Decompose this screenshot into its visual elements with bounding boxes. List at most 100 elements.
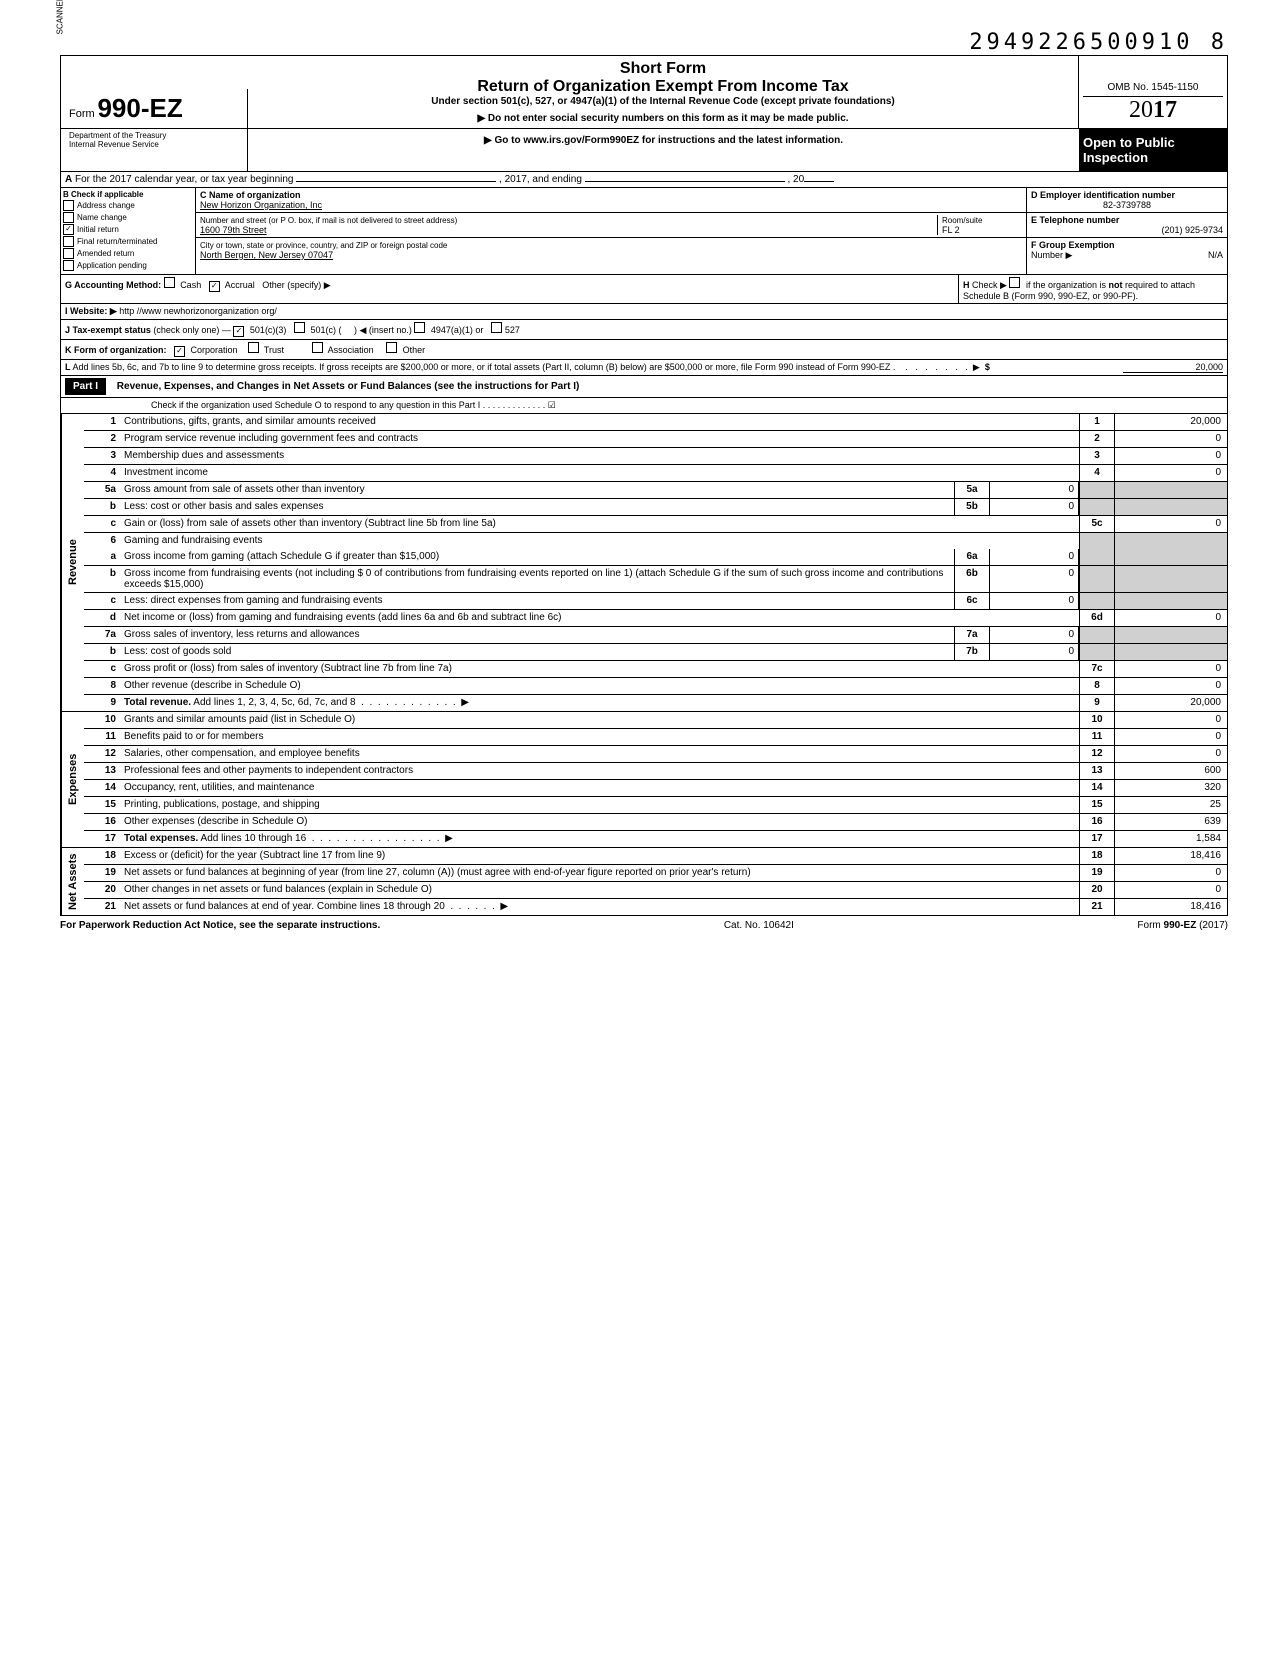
notice1: ▶ Do not enter social security numbers o… bbox=[252, 113, 1074, 124]
form-prefix: Form bbox=[69, 108, 95, 120]
line17-desc: Total expenses. bbox=[124, 833, 198, 844]
accrual: Accrual bbox=[225, 280, 255, 290]
line8-desc: Other revenue (describe in Schedule O) bbox=[120, 678, 1079, 694]
line8-val: 0 bbox=[1114, 678, 1227, 694]
form-header: Form 990-EZ Short Form Return of Organiz… bbox=[60, 55, 1228, 129]
line7b-desc: Less: cost of goods sold bbox=[120, 644, 954, 660]
line6b-val: 0 bbox=[990, 566, 1079, 592]
line10-val: 0 bbox=[1114, 712, 1227, 728]
line19-val: 0 bbox=[1114, 865, 1227, 881]
line3-val: 0 bbox=[1114, 448, 1227, 464]
footer-mid: Cat. No. 10642I bbox=[724, 920, 794, 931]
line1-val: 20,000 bbox=[1114, 414, 1227, 430]
part1-check: Check if the organization used Schedule … bbox=[60, 398, 1228, 414]
section-a: A For the 2017 calendar year, or tax yea… bbox=[60, 172, 1228, 188]
section-g-label: G Accounting Method: bbox=[65, 280, 161, 290]
section-f-label: F Group Exemption bbox=[1031, 240, 1115, 250]
line20-val: 0 bbox=[1114, 882, 1227, 898]
line6c-desc: Less: direct expenses from gaming and fu… bbox=[120, 593, 954, 609]
line7a-val: 0 bbox=[990, 627, 1079, 643]
open-public: Open to Public Inspection bbox=[1079, 129, 1227, 171]
line11-val: 0 bbox=[1114, 729, 1227, 745]
line5b-val: 0 bbox=[990, 499, 1079, 515]
subtitle: Under section 501(c), 527, or 4947(a)(1)… bbox=[252, 96, 1074, 107]
section-j: J Tax-exempt status (check only one) — ✓… bbox=[60, 320, 1228, 340]
footer-right: Form 990-EZ (2017) bbox=[1137, 920, 1228, 931]
expenses-label: Expenses bbox=[61, 712, 84, 847]
line3-desc: Membership dues and assessments bbox=[120, 448, 1079, 464]
line2-val: 0 bbox=[1114, 431, 1227, 447]
line21-val: 18,416 bbox=[1114, 899, 1227, 915]
line21-desc: Net assets or fund balances at end of ye… bbox=[124, 901, 445, 912]
line4-desc: Investment income bbox=[120, 465, 1079, 481]
line12-desc: Salaries, other compensation, and employ… bbox=[120, 746, 1079, 762]
line6-desc: Gaming and fundraising events bbox=[120, 533, 1079, 549]
line13-val: 600 bbox=[1114, 763, 1227, 779]
section-c-label: C Name of organization bbox=[200, 190, 301, 200]
ein: 82-3739788 bbox=[1031, 200, 1223, 210]
line14-desc: Occupancy, rent, utilities, and maintena… bbox=[120, 780, 1079, 796]
group-exemption: N/A bbox=[1208, 250, 1223, 260]
omb: OMB No. 1545-1150 bbox=[1083, 82, 1223, 97]
room-label: Room/suite bbox=[942, 216, 982, 225]
line13-desc: Professional fees and other payments to … bbox=[120, 763, 1079, 779]
line20-desc: Other changes in net assets or fund bala… bbox=[120, 882, 1079, 898]
line12-val: 0 bbox=[1114, 746, 1227, 762]
line9-desc: Total revenue. bbox=[124, 697, 191, 708]
footer-left: For Paperwork Reduction Act Notice, see … bbox=[60, 920, 380, 931]
line5a-val: 0 bbox=[990, 482, 1079, 498]
other-specify: Other (specify) ▶ bbox=[262, 280, 330, 290]
room: FL 2 bbox=[942, 225, 960, 235]
line5b-desc: Less: cost or other basis and sales expe… bbox=[120, 499, 954, 515]
part1-label: Part I bbox=[65, 378, 106, 395]
notice2: ▶ Go to www.irs.gov/Form990EZ for instru… bbox=[484, 135, 843, 146]
section-l: L Add lines 5b, 6c, and 7b to line 9 to … bbox=[60, 360, 1228, 376]
line6c-val: 0 bbox=[990, 593, 1079, 609]
cash: Cash bbox=[180, 280, 201, 290]
line15-val: 25 bbox=[1114, 797, 1227, 813]
section-h: H Check ▶ if the organization is not req… bbox=[963, 280, 1195, 301]
dept1: Department of the Treasury bbox=[69, 131, 239, 140]
org-name: New Horizon Organization, Inc bbox=[200, 200, 322, 210]
line6d-desc: Net income or (loss) from gaming and fun… bbox=[120, 610, 1079, 626]
line5c-val: 0 bbox=[1114, 516, 1227, 532]
line16-desc: Other expenses (describe in Schedule O) bbox=[120, 814, 1079, 830]
line5a-desc: Gross amount from sale of assets other t… bbox=[120, 482, 954, 498]
netassets-label: Net Assets bbox=[61, 848, 84, 915]
part1-title: Revenue, Expenses, and Changes in Net As… bbox=[109, 381, 580, 392]
year: 2017 bbox=[1083, 97, 1223, 124]
line6d-val: 0 bbox=[1114, 610, 1227, 626]
section-b: B Check if applicable Address change Nam… bbox=[61, 188, 196, 274]
short-form: Short Form bbox=[252, 60, 1074, 78]
line10-desc: Grants and similar amounts paid (list in… bbox=[120, 712, 1079, 728]
line6b-desc: Gross income from fundraising events (no… bbox=[120, 566, 954, 592]
dln: 2949226500910 8 bbox=[969, 30, 1228, 55]
line11-desc: Benefits paid to or for members bbox=[120, 729, 1079, 745]
section-k: K Form of organization: ✓ Corporation Tr… bbox=[60, 340, 1228, 360]
main-title: Return of Organization Exempt From Incom… bbox=[252, 78, 1074, 96]
line19-desc: Net assets or fund balances at beginning… bbox=[120, 865, 1079, 881]
line14-val: 320 bbox=[1114, 780, 1227, 796]
form-number: 990-EZ bbox=[97, 93, 182, 123]
line18-val: 18,416 bbox=[1114, 848, 1227, 864]
line18-desc: Excess or (deficit) for the year (Subtra… bbox=[120, 848, 1079, 864]
line7c-val: 0 bbox=[1114, 661, 1227, 677]
line17-val: 1,584 bbox=[1114, 831, 1227, 847]
city-label: City or town, state or province, country… bbox=[200, 241, 447, 250]
street-label: Number and street (or P O. box, if mail … bbox=[200, 216, 457, 225]
line15-desc: Printing, publications, postage, and shi… bbox=[120, 797, 1079, 813]
revenue-label: Revenue bbox=[61, 414, 84, 711]
line1-desc: Contributions, gifts, grants, and simila… bbox=[120, 414, 1079, 430]
line7a-desc: Gross sales of inventory, less returns a… bbox=[120, 627, 954, 643]
city: North Bergen, New Jersey 07047 bbox=[200, 250, 333, 260]
section-i-label: I Website: ▶ bbox=[65, 306, 117, 316]
website: http //www newhorizonorganization org/ bbox=[119, 306, 277, 316]
scanned-stamp: SCANNED OCT 18 2018 bbox=[56, 0, 65, 35]
line6a-val: 0 bbox=[990, 549, 1079, 565]
street: 1600 79th Street bbox=[200, 225, 267, 235]
phone: (201) 925-9734 bbox=[1031, 225, 1223, 235]
line2-desc: Program service revenue including govern… bbox=[120, 431, 1079, 447]
line4-val: 0 bbox=[1114, 465, 1227, 481]
line9-val: 20,000 bbox=[1114, 695, 1227, 711]
line6a-desc: Gross income from gaming (attach Schedul… bbox=[120, 549, 954, 565]
